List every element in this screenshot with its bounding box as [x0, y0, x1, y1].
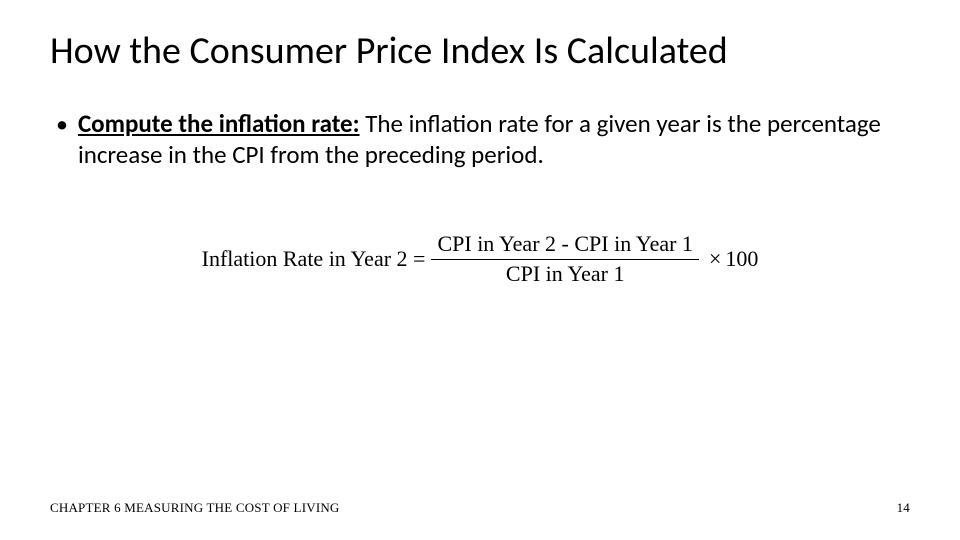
formula-fraction: CPI in Year 2 - CPI in Year 1 CPI in Yea…: [431, 230, 698, 288]
bullet-marker: •: [56, 110, 68, 140]
inflation-formula: Inflation Rate in Year 2 = CPI in Year 2…: [202, 230, 759, 288]
bullet-lead: Compute the inflation rate:: [78, 108, 360, 139]
formula-factor: 100: [725, 246, 758, 272]
multiply-symbol: ×: [709, 246, 721, 272]
slide-title: How the Consumer Price Index Is Calculat…: [50, 30, 910, 74]
footer-page-number: 14: [897, 500, 910, 516]
footer-chapter: CHAPTER 6 MEASURING THE COST OF LIVING: [50, 500, 340, 516]
formula-denominator: CPI in Year 1: [500, 260, 631, 288]
slide: How the Consumer Price Index Is Calculat…: [0, 0, 960, 540]
slide-footer: CHAPTER 6 MEASURING THE COST OF LIVING 1…: [50, 500, 910, 516]
bullet-item: • Compute the inflation rate: The inflat…: [50, 108, 910, 171]
formula-region: Inflation Rate in Year 2 = CPI in Year 2…: [50, 230, 910, 288]
formula-lhs: Inflation Rate in Year 2 =: [202, 246, 426, 272]
formula-numerator: CPI in Year 2 - CPI in Year 1: [431, 230, 698, 258]
bullet-text: Compute the inflation rate: The inflatio…: [78, 108, 910, 171]
